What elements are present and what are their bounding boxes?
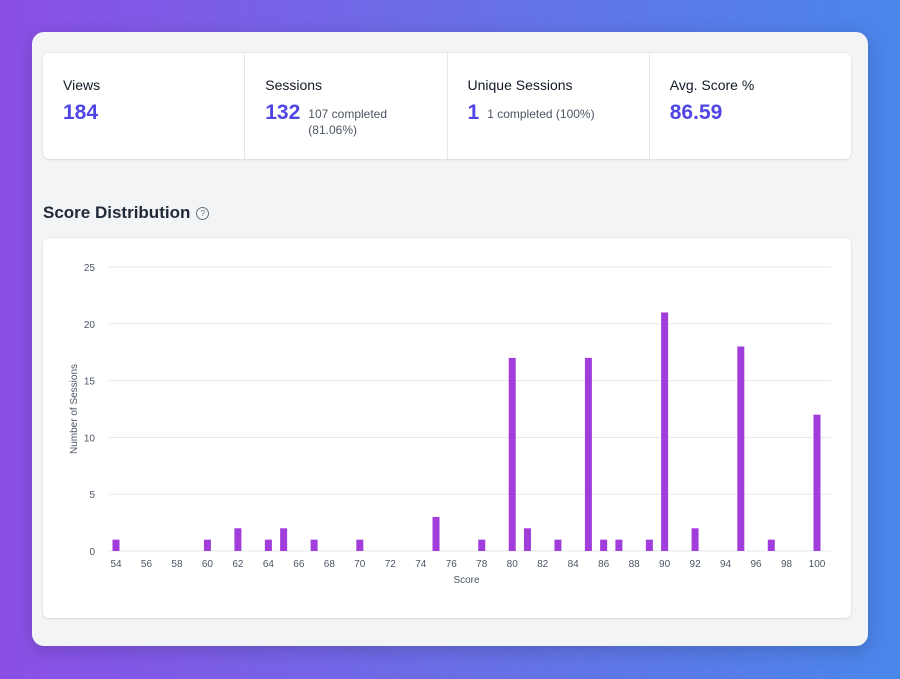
x-tick-label: 60 — [202, 559, 214, 570]
x-tick-label: 88 — [629, 559, 641, 570]
bar — [280, 528, 288, 551]
stat-label: Sessions — [265, 77, 323, 93]
y-tick-label: 15 — [84, 377, 96, 388]
stat-value: 86.59 — [669, 101, 723, 124]
stat-sessions: Sessions 132 107 completed (81.06%) — [245, 53, 448, 159]
bar — [112, 539, 120, 551]
y-tick-label: 5 — [89, 490, 95, 501]
x-tick-label: 82 — [537, 559, 549, 570]
x-tick-label: 62 — [232, 559, 244, 570]
bar — [234, 528, 242, 551]
x-tick-label: 78 — [476, 559, 488, 570]
bar — [203, 539, 211, 551]
bar — [432, 516, 440, 551]
x-tick-label: 96 — [750, 559, 762, 570]
x-tick-label: 100 — [809, 559, 826, 570]
bar — [356, 539, 364, 551]
bar — [767, 539, 775, 551]
stat-subtext: 107 completed (81.06%) — [308, 107, 388, 137]
y-axis-label: Number of Sessions — [69, 364, 80, 454]
x-tick-label: 80 — [507, 559, 519, 570]
x-tick-label: 54 — [110, 559, 122, 570]
question-circle-icon[interactable]: ? — [196, 206, 210, 220]
stat-subtext: 1 completed (100%) — [487, 107, 595, 121]
x-tick-label: 90 — [659, 559, 671, 570]
bar — [264, 539, 272, 551]
x-tick-label: 72 — [385, 559, 397, 570]
stat-value: 132 — [265, 101, 301, 124]
stat-value: 1 — [467, 101, 480, 124]
x-tick-label: 64 — [263, 559, 275, 570]
x-tick-label: 94 — [720, 559, 732, 570]
x-tick-label: 56 — [141, 559, 153, 570]
x-tick-label: 58 — [171, 559, 183, 570]
x-tick-label: 76 — [446, 559, 458, 570]
stat-label: Unique Sessions — [467, 77, 573, 93]
chart-card: 0 5 10 15 20 25 54 56 58 60 62 64 66 68 70 72 74 76 78 80 82… — [43, 238, 851, 618]
bar — [737, 346, 745, 551]
stat-label: Avg. Score % — [669, 77, 755, 93]
x-tick-label: 98 — [781, 559, 793, 570]
bar — [661, 312, 669, 551]
x-tick-label: 70 — [354, 559, 366, 570]
bar — [508, 357, 516, 551]
bar — [600, 539, 608, 551]
section-title-text: Score Distribution — [43, 203, 191, 222]
analytics-panel: Views 184 Sessions 132 107 completed (81… — [32, 32, 868, 646]
x-tick-label: 84 — [568, 559, 580, 570]
bar — [523, 528, 531, 551]
score-distribution-chart: 0 5 10 15 20 25 54 56 58 60 62 64 66 68 70 72 74 76 78 80 82… — [69, 263, 831, 586]
stat-views: Views 184 — [43, 53, 246, 159]
stat-value: 184 — [63, 101, 99, 124]
x-tick-label: 68 — [324, 559, 336, 570]
y-tick-label: 25 — [84, 263, 96, 274]
bar — [584, 357, 592, 551]
x-tick-label: 92 — [690, 559, 702, 570]
stats-bar: Views 184 Sessions 132 107 completed (81… — [43, 53, 851, 159]
x-axis-label: Score — [453, 575, 480, 586]
bar — [310, 539, 318, 551]
x-tick-label: 86 — [598, 559, 610, 570]
bar — [813, 414, 821, 551]
bar — [615, 539, 623, 551]
x-tick-label: 74 — [415, 559, 427, 570]
bar — [554, 539, 562, 551]
bar — [691, 528, 699, 551]
bar — [645, 539, 653, 551]
bar — [478, 539, 486, 551]
x-tick-label: 66 — [293, 559, 305, 570]
y-tick-label: 10 — [84, 433, 96, 444]
stat-avg-score: Avg. Score % 86.59 — [650, 53, 851, 159]
section-title: Score Distribution ? — [43, 203, 210, 223]
stat-label: Views — [63, 77, 101, 93]
y-tick-label: 20 — [84, 320, 96, 331]
y-tick-label: 0 — [89, 547, 95, 558]
stat-unique-sessions: Unique Sessions 1 1 completed (100%) — [448, 53, 650, 159]
